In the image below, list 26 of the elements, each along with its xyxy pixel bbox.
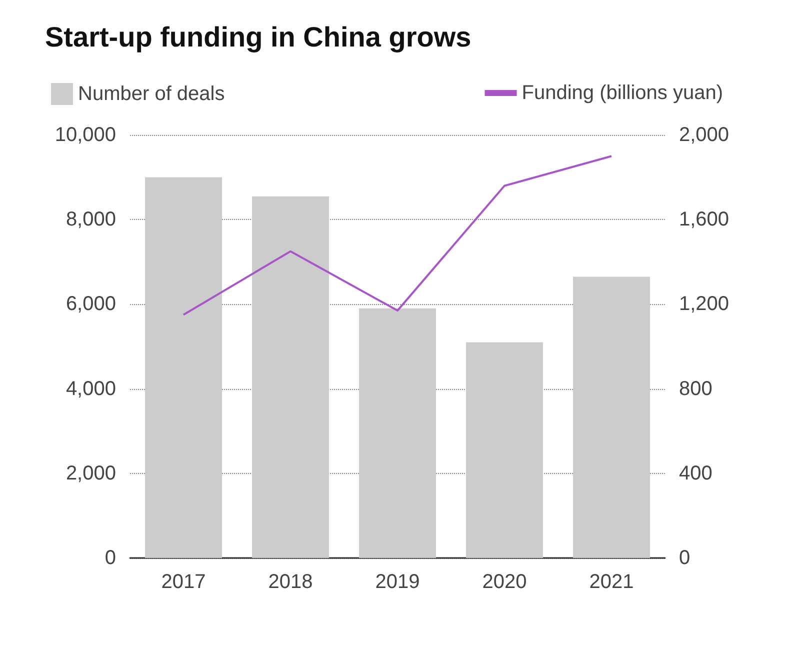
x-tick-label: 2019 <box>375 571 420 593</box>
line-series <box>182 155 612 316</box>
bar <box>252 196 330 558</box>
y-tick-label: 0 <box>104 547 116 569</box>
y-tick-label: 10,000 <box>54 124 116 146</box>
bar <box>572 276 650 558</box>
bar <box>466 342 544 558</box>
y2-tick-label: 800 <box>679 378 712 400</box>
chart-title: Start-up funding in China grows <box>45 22 472 52</box>
y-tick-label: 8,000 <box>66 208 116 231</box>
y2-tick-label: 1,200 <box>679 293 730 316</box>
bar <box>144 177 222 558</box>
y-tick-label: 6,000 <box>66 293 116 316</box>
bar <box>358 308 436 558</box>
y-tick-label: 4,000 <box>66 378 116 400</box>
y2-tick-label: 2,000 <box>679 124 730 146</box>
x-tick-label: 2018 <box>268 571 313 593</box>
x-tick-label: 2020 <box>482 571 527 593</box>
legend-label: Funding (billions yuan) <box>522 82 724 104</box>
y-tick-label: 2,000 <box>66 462 116 484</box>
x-tick-label: 2021 <box>589 571 634 593</box>
y2-tick-label: 400 <box>679 462 712 484</box>
y2-tick-label: 1,600 <box>679 208 730 231</box>
legend-label: Number of deals <box>78 83 225 105</box>
x-tick-label: 2017 <box>161 571 206 593</box>
y2-tick-label: 0 <box>679 547 690 569</box>
